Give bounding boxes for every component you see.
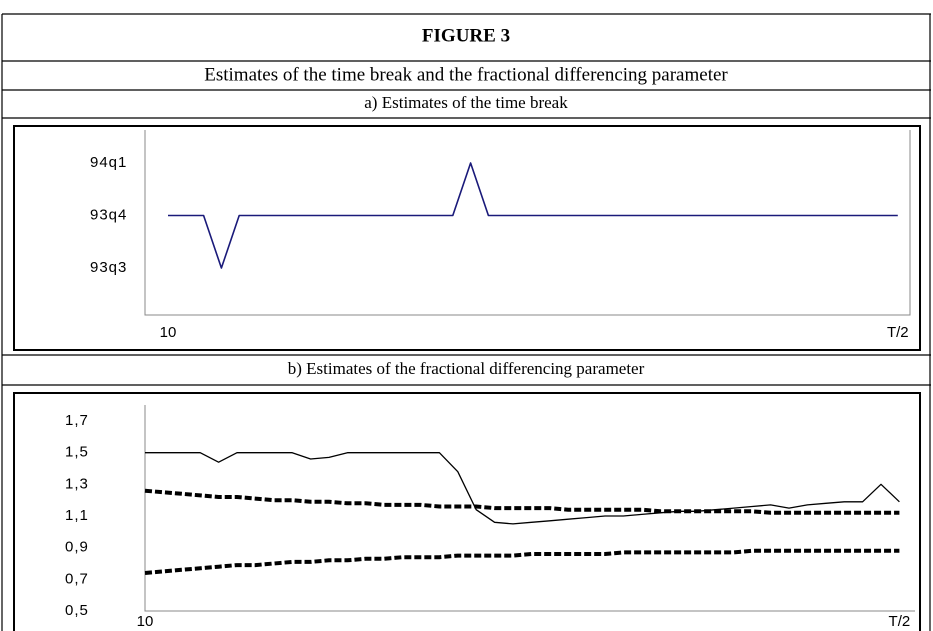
x-tick-label: T/2 [887,324,909,341]
x-tick-label: T/2 [889,613,911,630]
plot-frame [144,130,911,316]
x-tick-label: 10 [137,613,154,630]
y-tick-label: 0,9 [65,539,89,556]
y-tick-label: 93q4 [90,206,127,223]
y-tick-label: 93q3 [90,259,127,276]
y-tick-label: 1,7 [65,412,89,429]
y-tick-label: 1,3 [65,475,89,492]
panel-title: b) Estimates of the fractional differenc… [288,359,645,378]
chart-box [13,125,921,351]
data-line [144,548,900,575]
data-line [168,162,898,269]
data-line [144,488,900,515]
y-tick-label: 0,7 [65,570,89,587]
y-tick-label: 1,5 [65,444,89,461]
y-tick-label: 94q1 [90,154,127,171]
figure-title: FIGURE 3 [422,25,510,46]
data-line [145,452,900,525]
x-tick-label: 10 [160,324,177,341]
panel-title: a) Estimates of the time break [364,93,568,112]
chart-box [13,392,921,631]
y-tick-label: 1,1 [65,507,89,524]
y-tick-label: 0,5 [65,602,89,619]
figure-subtitle: Estimates of the time break and the frac… [204,64,728,85]
plot-frame [144,405,915,612]
